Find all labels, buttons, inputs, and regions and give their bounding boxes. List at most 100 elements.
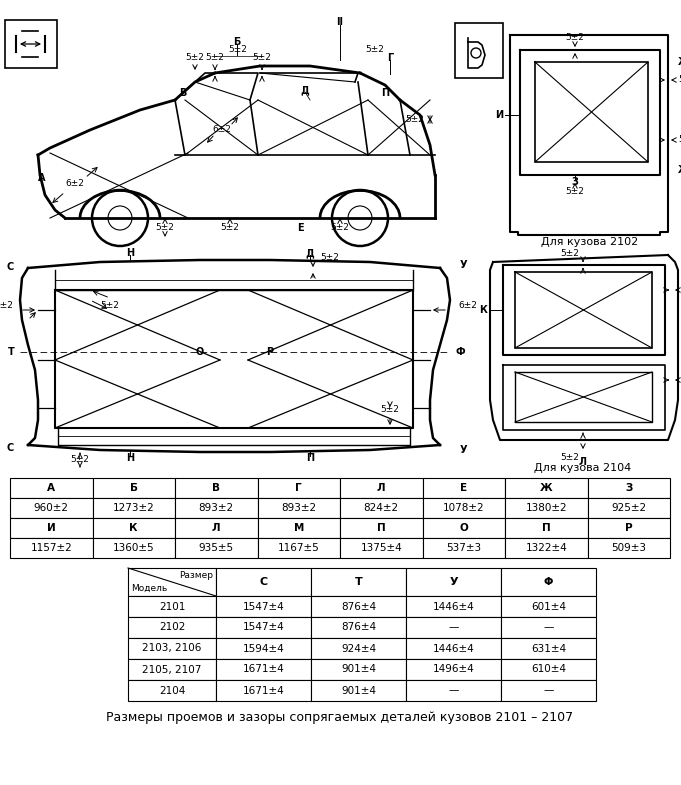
Text: 1547±4: 1547±4 xyxy=(242,601,285,612)
Text: Е: Е xyxy=(297,223,303,233)
Text: Н: Н xyxy=(126,248,134,258)
Bar xyxy=(128,617,216,638)
Bar xyxy=(10,518,93,538)
Text: 1360±5: 1360±5 xyxy=(113,543,155,553)
Text: Л: Л xyxy=(579,457,587,467)
Bar xyxy=(128,680,216,701)
Text: 1380±2: 1380±2 xyxy=(526,503,567,513)
Bar xyxy=(128,568,216,596)
Bar xyxy=(422,498,505,518)
Text: П: П xyxy=(306,453,314,463)
Text: 6±2: 6±2 xyxy=(458,301,477,309)
Text: —: — xyxy=(543,623,554,633)
Text: 5±2: 5±2 xyxy=(565,34,584,42)
Text: Б: Б xyxy=(234,37,240,47)
Text: 5±2: 5±2 xyxy=(71,455,89,465)
Text: 1322±4: 1322±4 xyxy=(525,543,567,553)
Bar xyxy=(5,20,57,68)
Text: 5±2: 5±2 xyxy=(678,136,681,144)
Bar xyxy=(406,659,501,680)
Text: 2101: 2101 xyxy=(159,601,185,612)
Text: 6±2: 6±2 xyxy=(65,178,84,188)
Bar xyxy=(501,617,596,638)
Bar xyxy=(505,478,588,498)
Bar xyxy=(10,538,93,558)
Text: Г: Г xyxy=(387,53,393,63)
Bar xyxy=(340,518,422,538)
Text: Л: Л xyxy=(212,523,221,533)
Text: Д: Д xyxy=(300,85,309,95)
Text: 5±2: 5±2 xyxy=(381,406,400,414)
Text: 876±4: 876±4 xyxy=(341,623,376,633)
Bar xyxy=(406,617,501,638)
Text: 1375±4: 1375±4 xyxy=(360,543,402,553)
Bar xyxy=(93,498,175,518)
Text: 925±2: 925±2 xyxy=(611,503,646,513)
Text: Г: Г xyxy=(296,483,302,493)
Text: 5±2: 5±2 xyxy=(565,188,584,196)
Text: 5±2: 5±2 xyxy=(206,53,225,63)
Text: 509±3: 509±3 xyxy=(612,543,646,553)
Text: 6±2: 6±2 xyxy=(212,126,232,134)
Bar xyxy=(505,538,588,558)
Text: Модель: Модель xyxy=(131,584,168,593)
Text: 1671±4: 1671±4 xyxy=(242,664,285,674)
Bar xyxy=(422,538,505,558)
Text: С: С xyxy=(7,262,14,272)
Text: Н: Н xyxy=(126,453,134,463)
Bar xyxy=(257,518,340,538)
Bar xyxy=(216,568,311,596)
Bar xyxy=(422,478,505,498)
Text: 960±2: 960±2 xyxy=(34,503,69,513)
Bar xyxy=(10,478,93,498)
Text: Размеры проемов и зазоры сопрягаемых деталей кузовов 2101 – 2107: Размеры проемов и зазоры сопрягаемых дет… xyxy=(106,710,573,724)
Text: Размер: Размер xyxy=(179,571,213,580)
Text: П: П xyxy=(377,523,385,533)
Text: 2104: 2104 xyxy=(159,685,185,696)
Text: 901±4: 901±4 xyxy=(341,664,376,674)
Bar xyxy=(175,478,257,498)
Text: Б: Б xyxy=(130,483,138,493)
Text: 1594±4: 1594±4 xyxy=(242,644,285,653)
Bar xyxy=(406,680,501,701)
Text: 1157±2: 1157±2 xyxy=(31,543,72,553)
Bar xyxy=(93,538,175,558)
Bar xyxy=(257,538,340,558)
Text: 5±2: 5±2 xyxy=(253,53,272,63)
Text: 1167±5: 1167±5 xyxy=(278,543,319,553)
Bar xyxy=(340,498,422,518)
Bar xyxy=(406,638,501,659)
Text: М: М xyxy=(294,523,304,533)
Bar xyxy=(406,596,501,617)
Text: А: А xyxy=(38,173,46,183)
Text: II: II xyxy=(336,17,343,27)
Text: 5±2: 5±2 xyxy=(321,253,339,261)
Bar xyxy=(216,596,311,617)
Text: Д: Д xyxy=(306,248,315,258)
Text: И: И xyxy=(495,110,503,120)
Text: 5±2: 5±2 xyxy=(155,224,174,232)
Bar xyxy=(501,568,596,596)
Text: 893±2: 893±2 xyxy=(199,503,234,513)
Text: З: З xyxy=(571,177,578,187)
Bar xyxy=(216,617,311,638)
Text: А: А xyxy=(47,483,55,493)
Text: З: З xyxy=(625,483,633,493)
Bar xyxy=(505,518,588,538)
Bar xyxy=(10,498,93,518)
Text: У: У xyxy=(449,577,458,587)
Bar xyxy=(340,538,422,558)
Text: С: С xyxy=(7,443,14,453)
Text: 5±2: 5±2 xyxy=(185,53,204,63)
Bar xyxy=(422,518,505,538)
Text: —: — xyxy=(448,685,459,696)
Text: 5±2: 5±2 xyxy=(229,46,247,54)
Text: 901±4: 901±4 xyxy=(341,685,376,696)
Text: Ф: Ф xyxy=(455,347,464,357)
Text: 2102: 2102 xyxy=(159,623,185,633)
Text: 5±2: 5±2 xyxy=(221,224,240,232)
Bar xyxy=(216,659,311,680)
Bar xyxy=(175,498,257,518)
Bar xyxy=(311,638,406,659)
Bar xyxy=(505,498,588,518)
